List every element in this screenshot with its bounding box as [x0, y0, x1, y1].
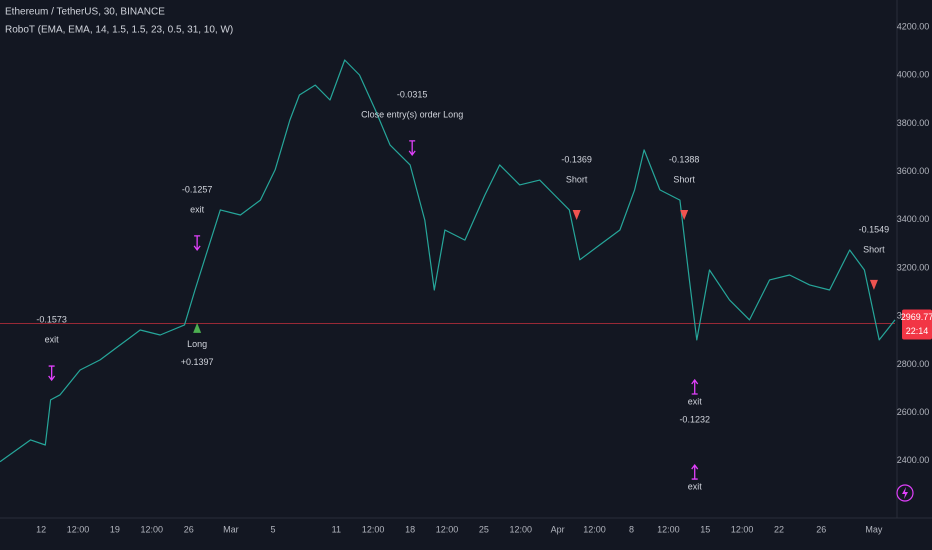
trade-label: -0.0315 — [397, 89, 428, 99]
x-tick-label: 18 — [405, 524, 415, 534]
y-tick-label: 3600.00 — [897, 166, 930, 176]
x-tick-label: 12:00 — [583, 524, 606, 534]
x-tick-label: 12:00 — [657, 524, 680, 534]
last-price-box — [902, 309, 932, 340]
trade-label: -0.1573 — [36, 314, 67, 324]
x-tick-label: 11 — [332, 524, 341, 534]
trade-label: exit — [688, 396, 703, 406]
y-tick-label: 2600.00 — [897, 407, 930, 417]
short-marker — [869, 279, 878, 290]
x-tick-label: 12:00 — [67, 524, 90, 534]
trade-label: Short — [673, 174, 695, 184]
y-tick-label: 2400.00 — [897, 455, 930, 465]
chart-title: Ethereum / TetherUS, 30, BINANCE — [5, 7, 165, 18]
trade-label: -0.1369 — [561, 154, 592, 164]
price-line — [0, 59, 896, 463]
exit-marker — [691, 463, 699, 480]
short-marker — [572, 209, 581, 220]
countdown-label: 22:14 — [906, 326, 929, 336]
trade-label: +0.1397 — [181, 357, 214, 367]
x-tick-label: 12:00 — [362, 524, 385, 534]
x-tick-label: 26 — [816, 524, 826, 534]
exit-marker — [193, 235, 201, 251]
x-tick-label: 12:00 — [510, 524, 533, 534]
x-tick-label: 25 — [479, 524, 489, 534]
short-marker — [680, 209, 689, 220]
icon-ring[interactable] — [896, 484, 914, 502]
y-tick-label: 2800.00 — [897, 359, 930, 369]
x-tick-label: Mar — [223, 524, 239, 534]
x-tick-label: 19 — [110, 524, 120, 534]
x-tick-label: 15 — [700, 524, 710, 534]
y-tick-label: 3800.00 — [897, 118, 930, 128]
exit-marker — [48, 365, 56, 382]
trade-label: -0.1257 — [182, 184, 213, 194]
x-tick-label: Apr — [551, 524, 565, 534]
indicator-label: RoboT (EMA, EMA, 14, 1.5, 1.5, 23, 0.5, … — [5, 25, 233, 36]
last-price-label: 2969.77 — [901, 312, 932, 322]
y-tick-label: 3400.00 — [897, 214, 930, 224]
alert-icon[interactable] — [896, 484, 914, 502]
x-tick-label: 12:00 — [436, 524, 459, 534]
trade-label: -0.1549 — [859, 224, 890, 234]
x-tick-label: 12 — [36, 524, 46, 534]
x-tick-label: 5 — [271, 524, 276, 534]
trade-label: -0.1232 — [679, 414, 710, 424]
trade-label: Close entry(s) order Long — [361, 109, 463, 119]
x-tick-label: 22 — [774, 524, 784, 534]
trade-label: -0.1388 — [669, 154, 700, 164]
x-tick-label: 12:00 — [141, 524, 164, 534]
trade-label: Short — [863, 244, 885, 254]
y-tick-label: 4200.00 — [897, 21, 930, 31]
y-tick-label: 4000.00 — [897, 70, 930, 80]
x-tick-label: May — [865, 524, 883, 534]
y-tick-label: 3200.00 — [897, 262, 930, 272]
trade-label: exit — [190, 204, 205, 214]
trade-label: Short — [566, 174, 588, 184]
x-tick-label: 8 — [629, 524, 634, 534]
icon-bolt[interactable] — [902, 487, 908, 499]
exit-marker — [691, 378, 699, 395]
exit-marker — [408, 140, 416, 156]
trade-label: Long — [187, 339, 207, 349]
trade-label: exit — [688, 481, 703, 491]
trade-label: exit — [45, 334, 60, 344]
x-tick-label: 12:00 — [731, 524, 754, 534]
long-marker — [193, 322, 202, 333]
x-tick-label: 26 — [184, 524, 194, 534]
